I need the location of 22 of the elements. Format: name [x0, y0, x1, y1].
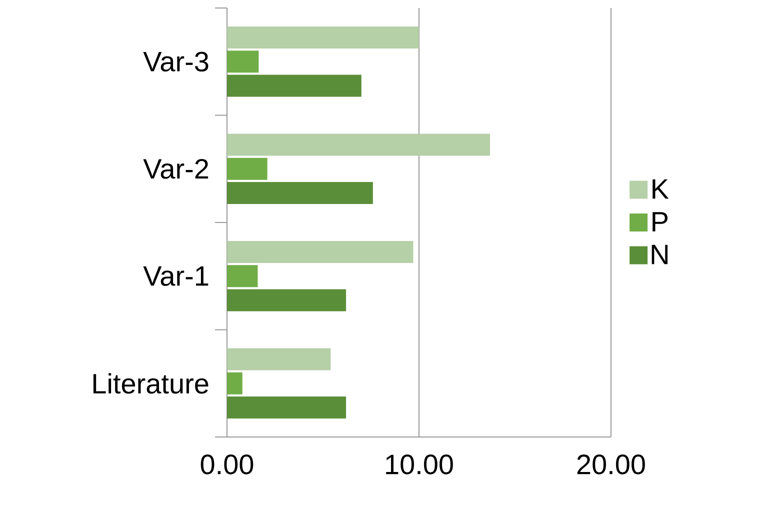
- legend-label: P: [652, 212, 668, 232]
- bar: [227, 26, 420, 48]
- bar: [227, 396, 346, 418]
- bar: [227, 372, 242, 394]
- bar: [227, 348, 331, 370]
- bar: [227, 74, 362, 97]
- y-tick-label: Var-1: [143, 266, 208, 286]
- y-tick-label: Literature: [93, 373, 208, 394]
- bar: [227, 241, 414, 263]
- x-tick-label: 0.00: [200, 454, 254, 474]
- bar: [227, 134, 490, 156]
- bar: [227, 289, 346, 312]
- bar: [227, 182, 373, 204]
- x-tick-label: 20.00: [577, 454, 645, 474]
- bar: [227, 158, 268, 180]
- bar: [227, 265, 258, 288]
- legend-label: K: [652, 179, 669, 199]
- bar: [227, 50, 259, 73]
- y-tick-label: Var-3: [143, 52, 208, 72]
- legend-label: N: [652, 244, 668, 264]
- y-tick-label: Var-2: [143, 158, 208, 179]
- x-tick-label: 10.00: [386, 454, 453, 474]
